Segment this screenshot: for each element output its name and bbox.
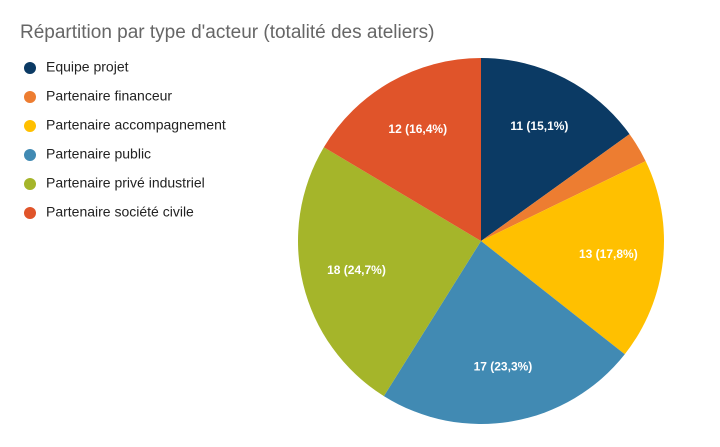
- legend-label: Partenaire privé industriel: [46, 175, 205, 191]
- legend-label: Partenaire accompagnement: [46, 117, 226, 133]
- legend-label: Partenaire financeur: [46, 88, 172, 104]
- legend-marker: [24, 178, 36, 190]
- pie-slice: [481, 58, 630, 241]
- legend-label: Equipe projet: [46, 59, 129, 75]
- value-label: 11 (15,1%): [510, 119, 568, 133]
- pie-slice: [383, 241, 625, 424]
- value-label: 13 (17,8%): [579, 247, 638, 261]
- pie-slice: [481, 161, 664, 355]
- pie-slice: [323, 57, 481, 241]
- legend-label: Partenaire public: [46, 146, 151, 162]
- legend-marker: [24, 62, 36, 74]
- legend-marker: [24, 149, 36, 161]
- legend-label: Partenaire société civile: [46, 204, 194, 220]
- pie-slice: [481, 134, 646, 241]
- value-label: 18 (24,7%): [327, 263, 386, 277]
- chart-title: Répartition par type d'acteur (totalité …: [20, 22, 434, 43]
- legend-marker: [24, 91, 36, 103]
- pie-slice: [297, 147, 481, 397]
- legend-marker: [24, 207, 36, 219]
- value-label: 12 (16,4%): [388, 122, 447, 136]
- legend-marker: [24, 120, 36, 132]
- value-label: 17 (23,3%): [474, 359, 533, 373]
